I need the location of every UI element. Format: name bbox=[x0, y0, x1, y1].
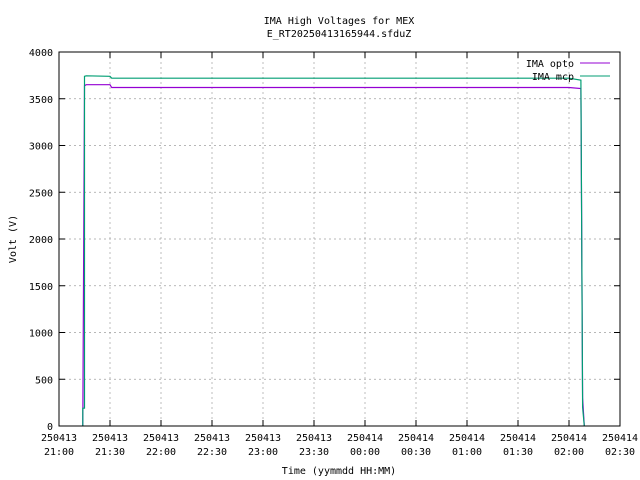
y-tick-label: 3000 bbox=[29, 142, 53, 153]
x-tick-label-date: 250413 bbox=[194, 433, 230, 444]
x-tick-label-date: 250414 bbox=[398, 433, 434, 444]
x-tick-label-date: 250414 bbox=[347, 433, 383, 444]
y-tick-label: 4000 bbox=[29, 48, 53, 59]
y-tick-label: 500 bbox=[35, 375, 53, 386]
tick-layer bbox=[58, 51, 621, 427]
x-tick-label-time: 02:30 bbox=[605, 447, 635, 458]
legend-label-mcp: IMA mcp bbox=[532, 72, 574, 83]
legend: IMA opto IMA mcp bbox=[526, 59, 610, 83]
y-axis-label: Volt (V) bbox=[8, 215, 19, 263]
y-tick-label: 2500 bbox=[29, 188, 53, 199]
y-tick-label: 0 bbox=[47, 422, 53, 433]
x-tick-label-time: 00:30 bbox=[401, 447, 431, 458]
legend-label-opto: IMA opto bbox=[526, 59, 574, 70]
x-tick-label-date: 250413 bbox=[296, 433, 332, 444]
series-line-ima-opto bbox=[82, 84, 585, 427]
x-tick-label-date: 250413 bbox=[92, 433, 128, 444]
chart-title: IMA High Voltages for MEX bbox=[264, 16, 415, 27]
y-tick-label: 3500 bbox=[29, 95, 53, 106]
x-tick-label-date: 250414 bbox=[551, 433, 587, 444]
chart-subtitle: E_RT20250413165944.sfduZ bbox=[267, 29, 412, 40]
y-tick-label: 1500 bbox=[29, 282, 53, 293]
x-tick-label-date: 250414 bbox=[602, 433, 638, 444]
x-tick-label-time: 22:00 bbox=[146, 447, 176, 458]
x-tick-label-date: 250414 bbox=[500, 433, 536, 444]
x-tick-label-date: 250413 bbox=[143, 433, 179, 444]
x-tick-label-time: 01:30 bbox=[503, 447, 533, 458]
y-tick-label: 1000 bbox=[29, 329, 53, 340]
x-tick-label-date: 250414 bbox=[449, 433, 485, 444]
grid-layer bbox=[59, 52, 620, 426]
x-tick-label-time: 00:00 bbox=[350, 447, 380, 458]
series-line-ima-mcp bbox=[82, 75, 585, 427]
x-tick-label-time: 01:00 bbox=[452, 447, 482, 458]
x-tick-label-time: 02:00 bbox=[554, 447, 584, 458]
x-axis-label: Time (yymmdd HH:MM) bbox=[282, 466, 396, 477]
x-tick-label-time: 22:30 bbox=[197, 447, 227, 458]
x-tick-label-time: 21:30 bbox=[95, 447, 125, 458]
x-tick-label-time: 23:30 bbox=[299, 447, 329, 458]
x-tick-label-time: 23:00 bbox=[248, 447, 278, 458]
x-tick-label-date: 250413 bbox=[41, 433, 77, 444]
y-tick-label: 2000 bbox=[29, 235, 53, 246]
series-layer bbox=[82, 75, 585, 427]
x-tick-label-date: 250413 bbox=[245, 433, 281, 444]
x-tick-label-time: 21:00 bbox=[44, 447, 74, 458]
